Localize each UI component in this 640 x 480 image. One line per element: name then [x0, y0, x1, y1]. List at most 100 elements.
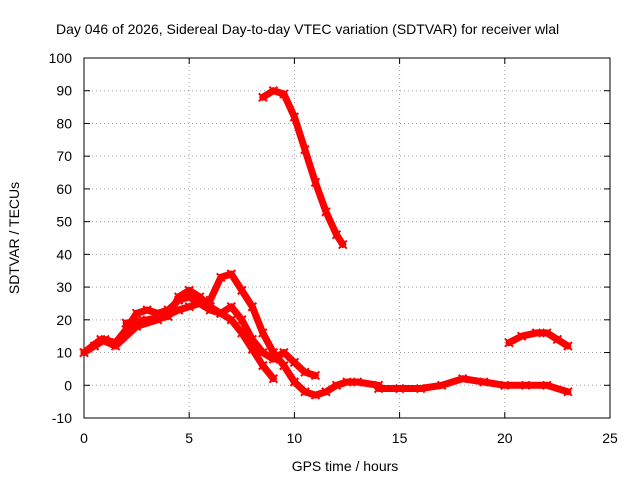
- series-layer: [79, 86, 573, 400]
- data-point: [300, 144, 310, 155]
- data-point: [247, 302, 258, 312]
- data-point: [216, 308, 226, 318]
- data-point: [258, 347, 268, 358]
- data-point: [142, 305, 152, 315]
- data-point: [373, 383, 384, 394]
- data-point: [531, 328, 542, 338]
- data-point: [458, 374, 468, 384]
- data-point: [542, 380, 552, 390]
- grid: [84, 58, 610, 418]
- data-point: [173, 292, 184, 302]
- y-tick-label: 0: [64, 377, 72, 393]
- data-point: [352, 377, 363, 387]
- y-tick-label: 30: [56, 279, 72, 295]
- data-point: [310, 390, 321, 400]
- axis-ticks: [83, 57, 611, 419]
- data-point: [563, 341, 573, 351]
- data-point: [289, 112, 300, 122]
- x-tick-label: 20: [497, 430, 513, 446]
- data-point: [279, 360, 289, 371]
- y-tick-label: 100: [49, 50, 73, 66]
- y-tick-label: 40: [56, 246, 72, 262]
- data-point: [342, 377, 352, 387]
- data-point: [542, 328, 552, 338]
- data-point: [394, 383, 405, 394]
- y-tick-label: 20: [56, 312, 72, 328]
- x-axis-label: GPS time / hours: [292, 458, 399, 474]
- data-point: [237, 285, 247, 296]
- y-tick-label: 90: [56, 83, 72, 99]
- x-tick-label: 5: [185, 430, 193, 446]
- y-tick-label: 10: [56, 345, 72, 361]
- data-point: [184, 302, 194, 312]
- data-point: [268, 374, 279, 384]
- data-point: [563, 387, 573, 397]
- data-point: [237, 315, 247, 325]
- data-point: [552, 334, 563, 345]
- data-point: [258, 328, 268, 338]
- data-point: [516, 331, 527, 341]
- series-arc-6: [504, 328, 573, 351]
- data-point: [184, 285, 194, 296]
- y-tick-label: -10: [52, 410, 72, 426]
- data-point: [321, 387, 331, 397]
- x-tick-label: 0: [80, 430, 88, 446]
- y-tick-label: 70: [56, 148, 72, 164]
- data-point: [331, 380, 342, 390]
- data-point: [289, 357, 300, 368]
- series-line: [80, 270, 383, 399]
- y-tick-label: 80: [56, 115, 72, 131]
- data-point: [300, 367, 310, 377]
- series-arc-2: [79, 269, 384, 400]
- data-point: [79, 347, 89, 358]
- y-tick-label: 50: [56, 214, 72, 230]
- data-point: [300, 387, 310, 397]
- data-point: [331, 230, 342, 240]
- y-tick-label: 60: [56, 181, 72, 197]
- data-point: [110, 341, 121, 351]
- x-tick-labels: 0 5 10 15 20 25: [80, 430, 618, 446]
- data-point: [279, 89, 289, 99]
- series-line: [375, 375, 572, 396]
- data-point: [195, 292, 205, 302]
- data-point: [310, 370, 321, 381]
- data-point: [338, 239, 348, 250]
- data-point: [258, 360, 268, 371]
- x-tick-label: 15: [392, 430, 408, 446]
- data-point: [436, 380, 447, 390]
- plot-frame: [83, 57, 611, 419]
- data-point: [500, 380, 510, 390]
- data-point: [247, 334, 258, 345]
- data-point: [268, 86, 279, 96]
- data-point: [226, 302, 236, 312]
- data-point: [163, 311, 173, 322]
- data-point: [121, 318, 131, 328]
- y-tick-labels: -10 0 10 20 30 40 50 60 70 80 90 100: [49, 50, 73, 426]
- series-line: [259, 87, 347, 248]
- data-point: [479, 377, 489, 387]
- data-point: [504, 338, 514, 348]
- series-arc-4: [258, 86, 348, 250]
- data-point: [521, 380, 531, 390]
- x-tick-label: 10: [287, 430, 303, 446]
- data-point: [279, 347, 289, 358]
- data-point: [96, 334, 106, 345]
- data-point: [310, 177, 321, 188]
- series-arc-3: [121, 285, 321, 381]
- y-axis-label: SDTVAR / TECUs: [6, 182, 22, 294]
- data-point: [289, 377, 300, 387]
- data-point: [258, 92, 268, 102]
- data-point: [142, 315, 152, 325]
- x-tick-label: 25: [602, 430, 618, 446]
- data-point: [321, 207, 331, 217]
- data-point: [268, 354, 279, 364]
- data-point: [205, 302, 215, 312]
- chart-title: Day 046 of 2026, Sidereal Day-to-day VTE…: [56, 21, 559, 37]
- data-point: [131, 308, 142, 318]
- data-point: [415, 383, 426, 394]
- data-point: [216, 272, 226, 282]
- data-point: [226, 315, 236, 325]
- series-arc-5: [373, 374, 573, 397]
- data-point: [226, 269, 236, 279]
